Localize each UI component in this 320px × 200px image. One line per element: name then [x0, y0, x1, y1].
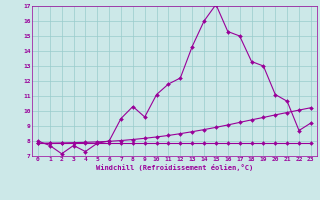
X-axis label: Windchill (Refroidissement éolien,°C): Windchill (Refroidissement éolien,°C) — [96, 164, 253, 171]
